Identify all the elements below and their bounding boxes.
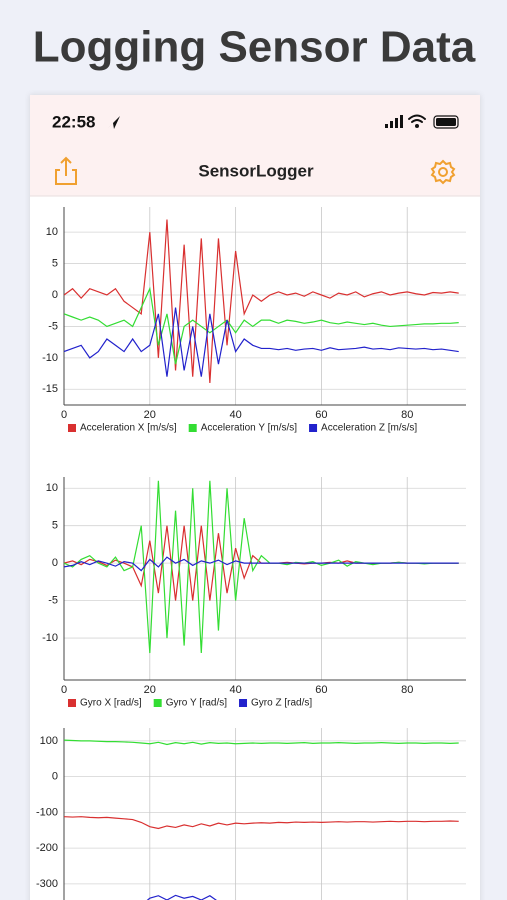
status-time: 22:58 [52, 112, 95, 131]
series-line [64, 307, 459, 377]
phone-screen [30, 95, 480, 900]
y-tick-label: 10 [46, 226, 58, 238]
x-tick-label: 40 [229, 684, 241, 696]
legend-swatch [68, 424, 76, 432]
y-tick-label: 10 [46, 482, 58, 494]
legend-swatch [153, 699, 162, 707]
x-tick-label: 40 [229, 409, 241, 421]
y-tick-label: 0 [52, 289, 58, 301]
signal-icon [385, 115, 403, 128]
x-tick-label: 80 [401, 684, 413, 696]
series-line [64, 816, 459, 830]
plot-area [64, 480, 459, 654]
y-tick-label: 0 [52, 557, 58, 569]
x-tick-label: 0 [61, 684, 67, 696]
legend-label: Acceleration Z [m/s/s] [321, 423, 417, 434]
legend-swatch [239, 699, 248, 707]
legend-label: Gyro X [rad/s] [80, 698, 142, 709]
y-tick-label: 100 [40, 735, 58, 747]
x-tick-label: 60 [315, 684, 327, 696]
x-tick-label: 80 [401, 409, 413, 421]
y-tick-label: -100 [36, 806, 58, 818]
legend-label: Gyro Z [rad/s] [251, 698, 312, 709]
legend-swatch [188, 424, 197, 432]
legend-label: Gyro Y [rad/s] [166, 698, 228, 709]
app-title: SensorLogger [198, 161, 314, 180]
series-line [64, 556, 459, 572]
legend-swatch [68, 699, 76, 707]
share-button[interactable] [55, 156, 77, 185]
x-tick-label: 20 [144, 684, 156, 696]
x-tick-label: 0 [61, 409, 67, 421]
series-line [64, 219, 459, 384]
settings-button[interactable] [430, 159, 456, 185]
y-tick-label: -5 [48, 320, 58, 332]
y-tick-label: 0 [52, 771, 58, 783]
page-title: Logging Sensor Data [33, 23, 476, 72]
legend-label: Acceleration X [m/s/s] [80, 423, 177, 434]
battery-icon [433, 115, 459, 129]
x-tick-label: 20 [144, 409, 156, 421]
battery-level [436, 118, 456, 126]
wifi-icon [408, 114, 426, 128]
y-tick-label: -10 [42, 632, 58, 644]
top-bar [30, 95, 480, 196]
plot-area [64, 739, 459, 900]
location-icon [108, 116, 120, 129]
legend-label: Acceleration Y [m/s/s] [201, 423, 298, 434]
plot-area [64, 219, 459, 384]
y-tick-label: 5 [52, 257, 58, 269]
y-tick-label: -15 [42, 383, 58, 395]
y-tick-label: -10 [42, 352, 58, 364]
series-line [64, 286, 459, 365]
y-tick-label: 5 [52, 520, 58, 532]
y-tick-label: -300 [36, 878, 58, 890]
legend-swatch [309, 424, 318, 432]
y-tick-label: -5 [48, 595, 58, 607]
x-tick-label: 60 [315, 409, 327, 421]
series-line [64, 739, 459, 746]
y-tick-label: -200 [36, 842, 58, 854]
